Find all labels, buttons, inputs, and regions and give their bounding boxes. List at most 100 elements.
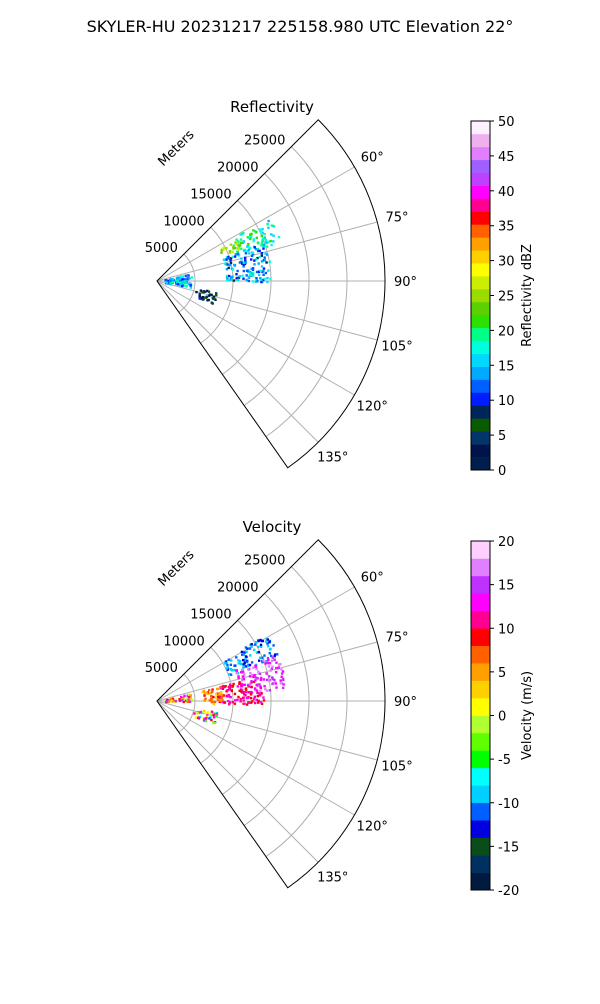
range-ring (200, 646, 234, 764)
panel-title: Velocity (243, 518, 302, 536)
radar-gate (259, 689, 262, 693)
radar-gate (194, 716, 197, 719)
radar-gate (242, 696, 245, 699)
radar-gate (265, 245, 269, 248)
radar-gate (267, 219, 270, 223)
colorbar-segment (471, 820, 490, 838)
radar-gate (241, 653, 244, 656)
radar-gate (231, 255, 234, 259)
colorbar-tick-label: 45 (498, 150, 515, 165)
radar-gate (259, 676, 263, 680)
radar-gate (253, 687, 257, 690)
radar-gate (239, 233, 242, 236)
range-ring (265, 146, 348, 438)
radar-gate (216, 695, 220, 698)
range-tick-label: 20000 (217, 161, 258, 176)
radar-gate (246, 647, 249, 650)
colorbar-segment (471, 392, 490, 406)
radar-gate (262, 678, 265, 681)
radar-gate (201, 690, 204, 694)
radar-gate (176, 279, 180, 282)
radar-gate (243, 262, 247, 266)
radar-gate (187, 698, 190, 702)
colorbar-segment (471, 405, 490, 419)
radar-gate (257, 262, 260, 265)
radar-gate (262, 278, 265, 282)
radar-gate (247, 691, 250, 694)
radar-gate (249, 270, 252, 274)
radar-gate (215, 715, 218, 718)
radar-gate (237, 659, 240, 662)
range-ring (243, 173, 310, 406)
radar-gate (280, 675, 283, 678)
radar-gate (180, 277, 183, 281)
radar-gate (237, 278, 240, 282)
colorbar-segment (471, 872, 490, 891)
radar-gate (253, 688, 257, 692)
colorbar-segment (471, 444, 490, 458)
radar-gate (244, 655, 248, 658)
radar-gate (231, 268, 235, 271)
radar-gate (247, 667, 250, 671)
radar-gate (258, 659, 261, 662)
radar-gate (222, 694, 225, 697)
radar-gate (271, 676, 274, 679)
radar-gate (254, 665, 258, 668)
radar-gate (247, 242, 250, 246)
radar-gate (240, 684, 243, 687)
radar-gate (240, 257, 243, 260)
reflectivity-colorbar: 0 5 10 15 20 25 30 35 40 45 50 Reflectivity dBZ (470, 115, 535, 479)
radar-gate (255, 651, 259, 654)
radar-gate (234, 241, 237, 244)
radar-gate (262, 273, 265, 276)
range-tick-label: 15000 (190, 187, 231, 202)
radar-gate (264, 640, 268, 643)
radar-gate (186, 700, 189, 703)
radar-gate (228, 703, 231, 706)
radar-gate (212, 695, 215, 699)
radar-gate (266, 253, 269, 256)
radar-gate (254, 248, 258, 251)
radar-gate (229, 696, 232, 699)
radar-gate (212, 297, 216, 300)
radar-gate (239, 697, 242, 701)
radar-gate (183, 694, 186, 698)
azimuth-gridline (156, 700, 378, 761)
radar-gate (240, 686, 243, 690)
radar-gate (266, 656, 270, 660)
radar-gate (221, 695, 224, 698)
radar-gate (262, 243, 266, 247)
radar-gate (256, 677, 259, 680)
radar-gate (198, 297, 201, 300)
radar-gate (189, 282, 192, 286)
radar-gate (255, 667, 258, 671)
colorbar-segment (471, 750, 490, 769)
radar-gate (180, 695, 183, 699)
azimuth-tick-label: 60° (361, 571, 384, 586)
radar-gate (248, 275, 251, 278)
azimuth-gridline (156, 280, 355, 396)
radar-gate (267, 269, 270, 272)
radar-gate (240, 671, 243, 674)
radar-gate (205, 692, 209, 695)
radar-gate (280, 682, 283, 685)
radar-gate (247, 247, 251, 251)
radar-gate (247, 269, 250, 272)
radar-gate (244, 690, 247, 694)
radar-gate (275, 661, 278, 664)
sector-outline (156, 539, 386, 889)
radar-gate (175, 282, 178, 286)
radar-gate (272, 240, 275, 243)
radar-gate (228, 263, 232, 267)
radar-gate (206, 710, 210, 714)
radar-gate (253, 673, 256, 677)
azimuth-gridline (156, 641, 378, 702)
radar-gate (253, 695, 256, 698)
radar-gate (225, 279, 229, 282)
radar-gate (198, 292, 201, 296)
radar-gate (255, 236, 258, 239)
radar-gate (272, 234, 275, 237)
radar-gate (237, 676, 240, 680)
radar-gate (261, 270, 264, 274)
radar-gate (227, 658, 230, 661)
